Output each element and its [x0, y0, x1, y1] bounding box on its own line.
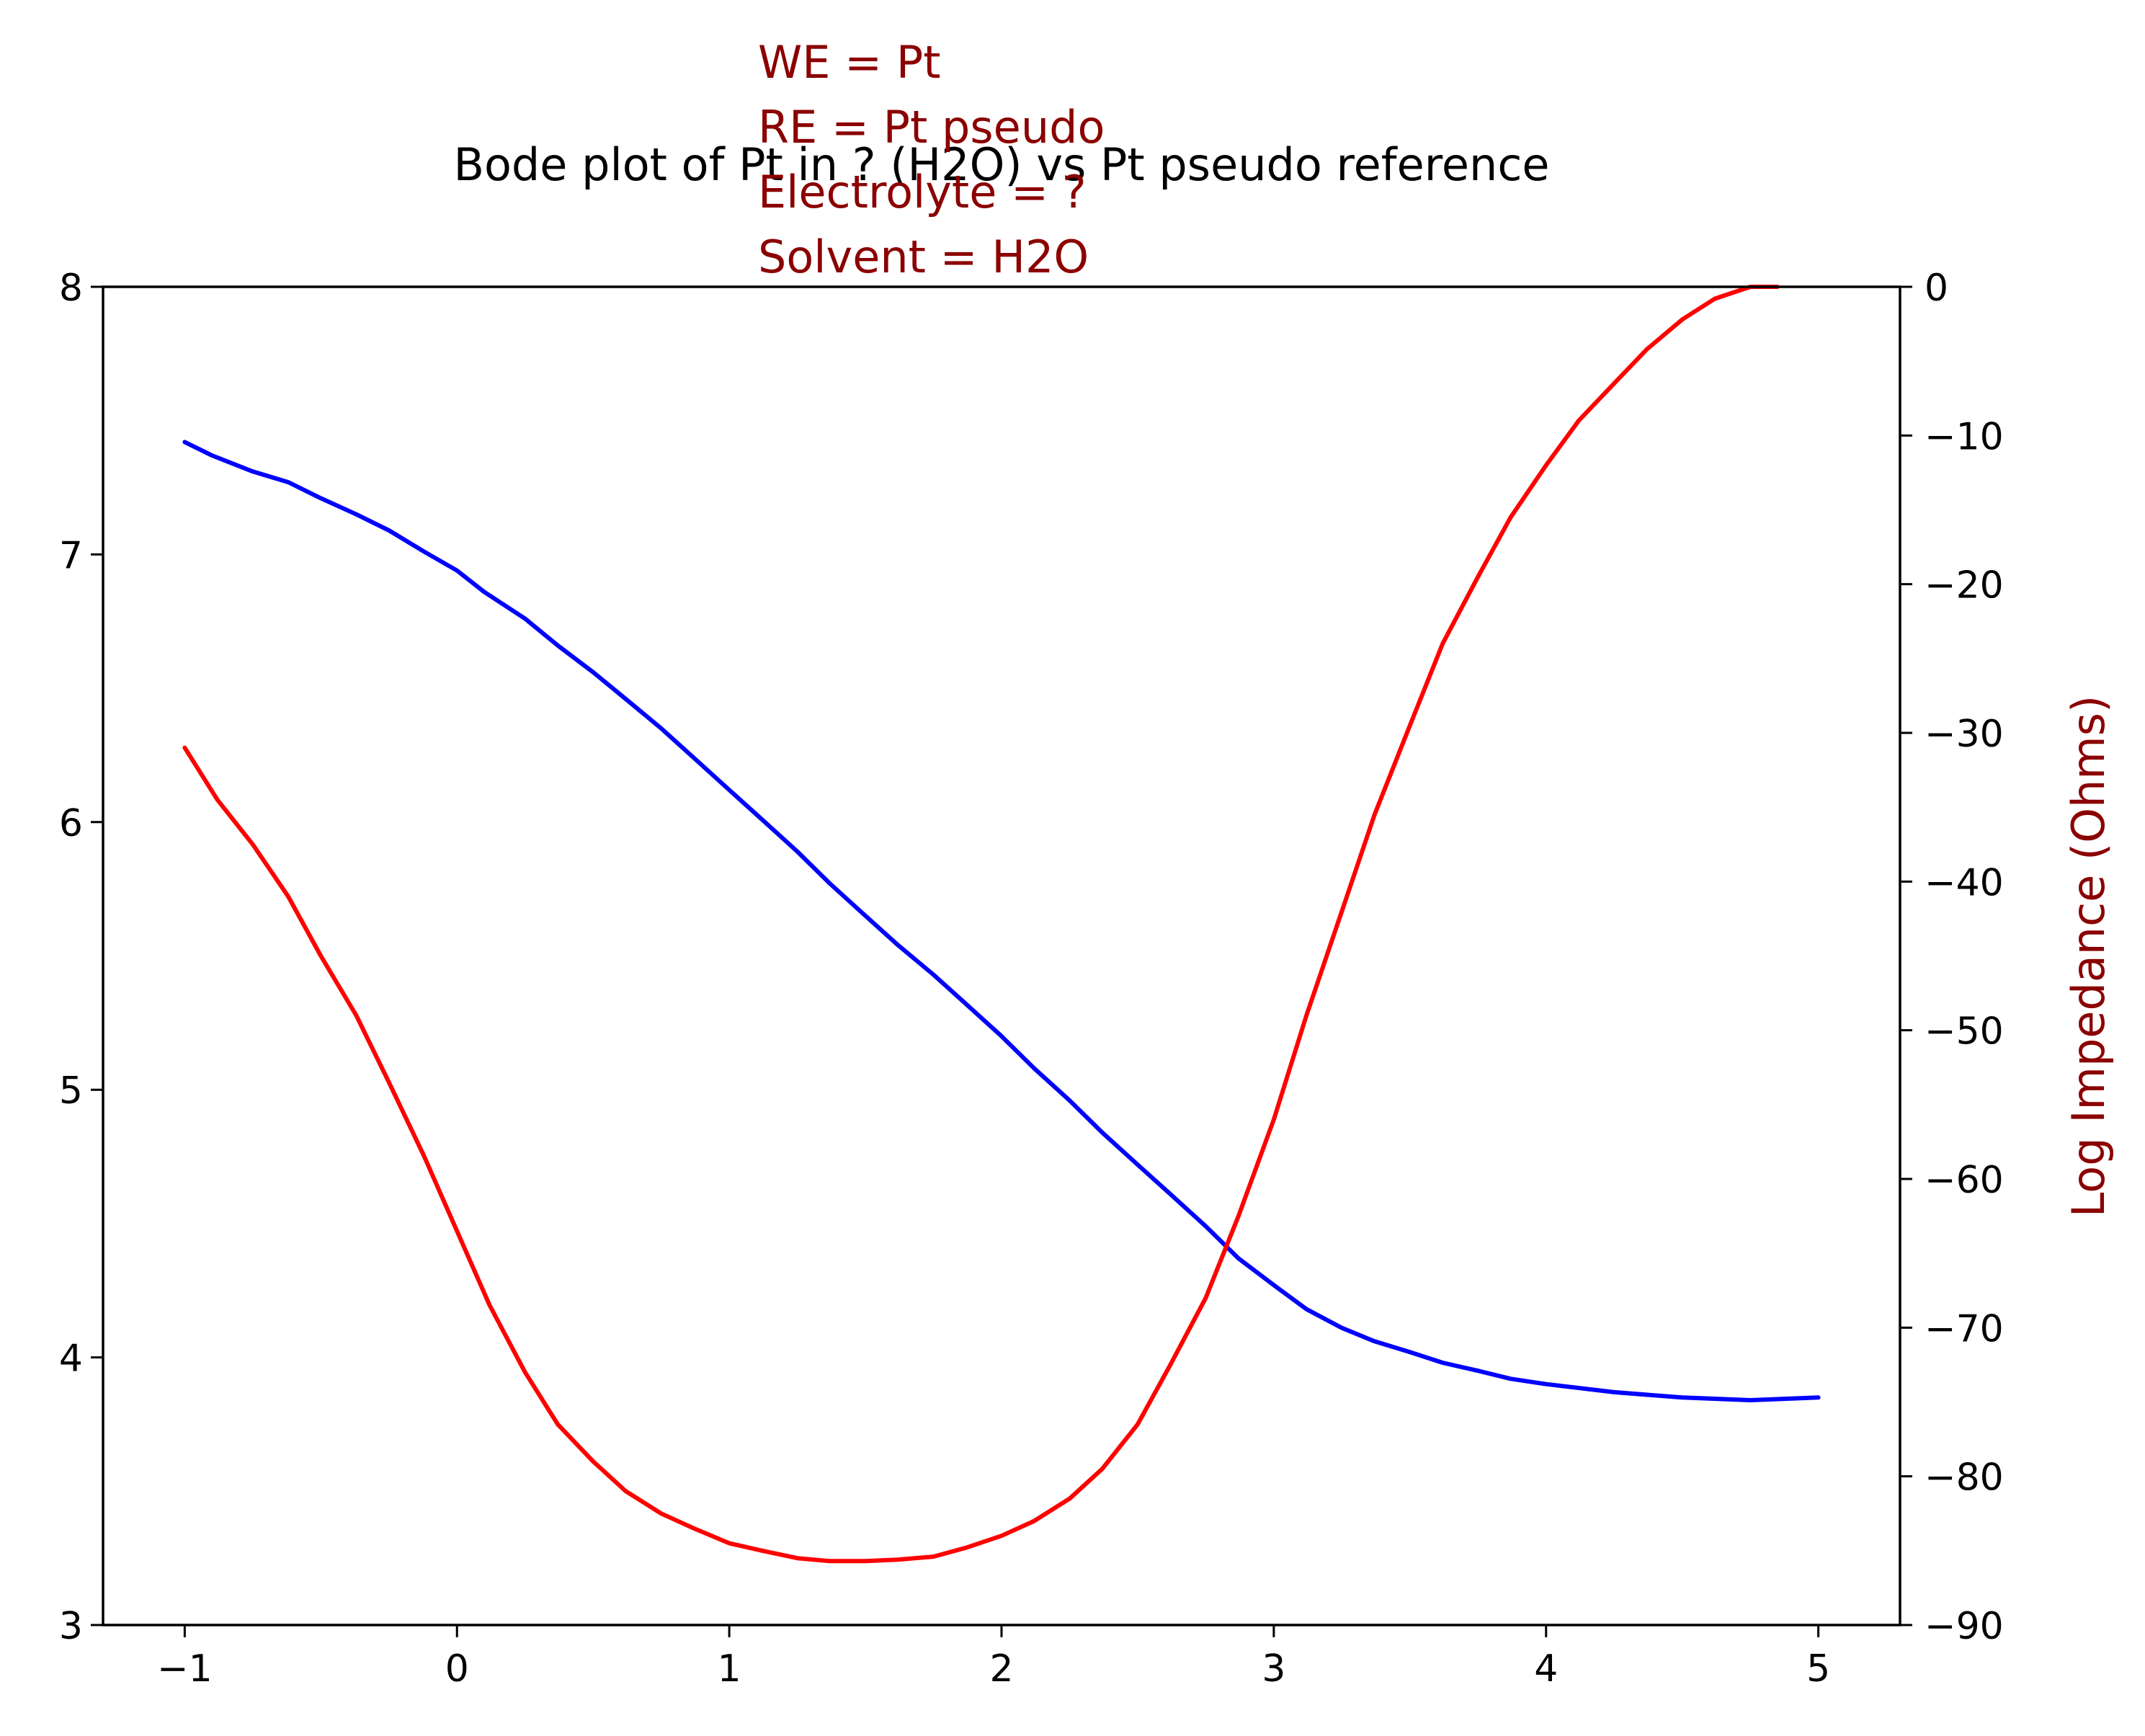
y-right-tick-label: 0 — [1925, 267, 1948, 310]
y-axis-right-label: Log Impedance (Ohms) — [2062, 695, 2115, 1217]
y-left-tick-label: 4 — [59, 1337, 83, 1381]
y-left-tick-label: 7 — [59, 534, 83, 577]
annotation-line: Electrolyte = ? — [758, 166, 1087, 218]
y-right-tick-label: −80 — [1925, 1456, 2004, 1500]
annotation-line: WE = Pt — [758, 36, 941, 89]
y-right-tick-label: −10 — [1925, 415, 2004, 458]
x-axis: −1 0 1 2 3 4 5 — [157, 1625, 1830, 1691]
y-left-tick-label: 6 — [59, 802, 83, 845]
y-right-tick-label: −60 — [1925, 1159, 2004, 1202]
x-tick-label: 4 — [1534, 1647, 1558, 1691]
y-axis-right: 0 −10 −20 −30 −40 −50 −60 −70 −80 −90 — [1900, 267, 2004, 1648]
x-tick-label: 2 — [989, 1647, 1013, 1691]
series-line-0 — [182, 440, 1821, 1402]
y-right-tick-label: −40 — [1925, 861, 2004, 904]
y-left-tick-label: 8 — [59, 267, 83, 310]
annotation-line: RE = Pt pseudo — [758, 101, 1105, 153]
x-tick-label: 0 — [445, 1647, 469, 1691]
series-group — [182, 285, 1821, 1564]
y-right-tick-label: −30 — [1925, 713, 2004, 756]
y-right-tick-label: −20 — [1925, 564, 2004, 607]
annotation-block: WE = Pt RE = Pt pseudo Electrolyte = ? Solv… — [758, 36, 1105, 283]
x-tick-label: 3 — [1262, 1647, 1285, 1691]
y-left-tick-label: 5 — [59, 1069, 83, 1113]
y-axis-left: 3 4 5 6 7 8 — [59, 267, 103, 1648]
chart-title: Bode plot of Pt in ? (H2O) vs Pt pseudo … — [453, 138, 1549, 191]
x-tick-label: −1 — [157, 1647, 213, 1691]
annotation-line: Solvent = H2O — [758, 231, 1089, 283]
series-line-1 — [182, 285, 1780, 1564]
x-tick-label: 1 — [718, 1647, 741, 1691]
y-right-tick-label: −70 — [1925, 1307, 2004, 1350]
y-right-tick-label: −90 — [1925, 1605, 2004, 1648]
y-left-tick-label: 3 — [59, 1605, 83, 1648]
y-right-tick-label: −50 — [1925, 1010, 2004, 1054]
x-tick-label: 5 — [1806, 1647, 1830, 1691]
